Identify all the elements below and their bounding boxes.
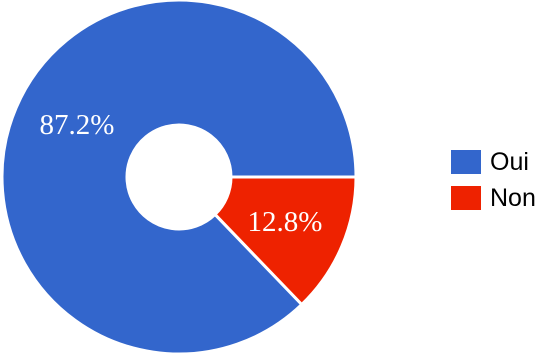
legend-swatch-oui (451, 150, 481, 174)
legend-swatch-non (451, 186, 481, 210)
slice-non[interactable] (213, 175, 358, 306)
slice-label-non: 12.8% (248, 206, 323, 238)
chart-legend: Oui Non (451, 149, 536, 211)
legend-item-oui[interactable]: Oui (451, 149, 536, 175)
legend-item-non[interactable]: Non (451, 185, 536, 211)
legend-label-oui: Oui (490, 148, 529, 176)
legend-label-non: Non (490, 184, 536, 212)
slice-label-oui: 87.2% (40, 109, 115, 141)
slice-oui[interactable] (0, 0, 358, 356)
